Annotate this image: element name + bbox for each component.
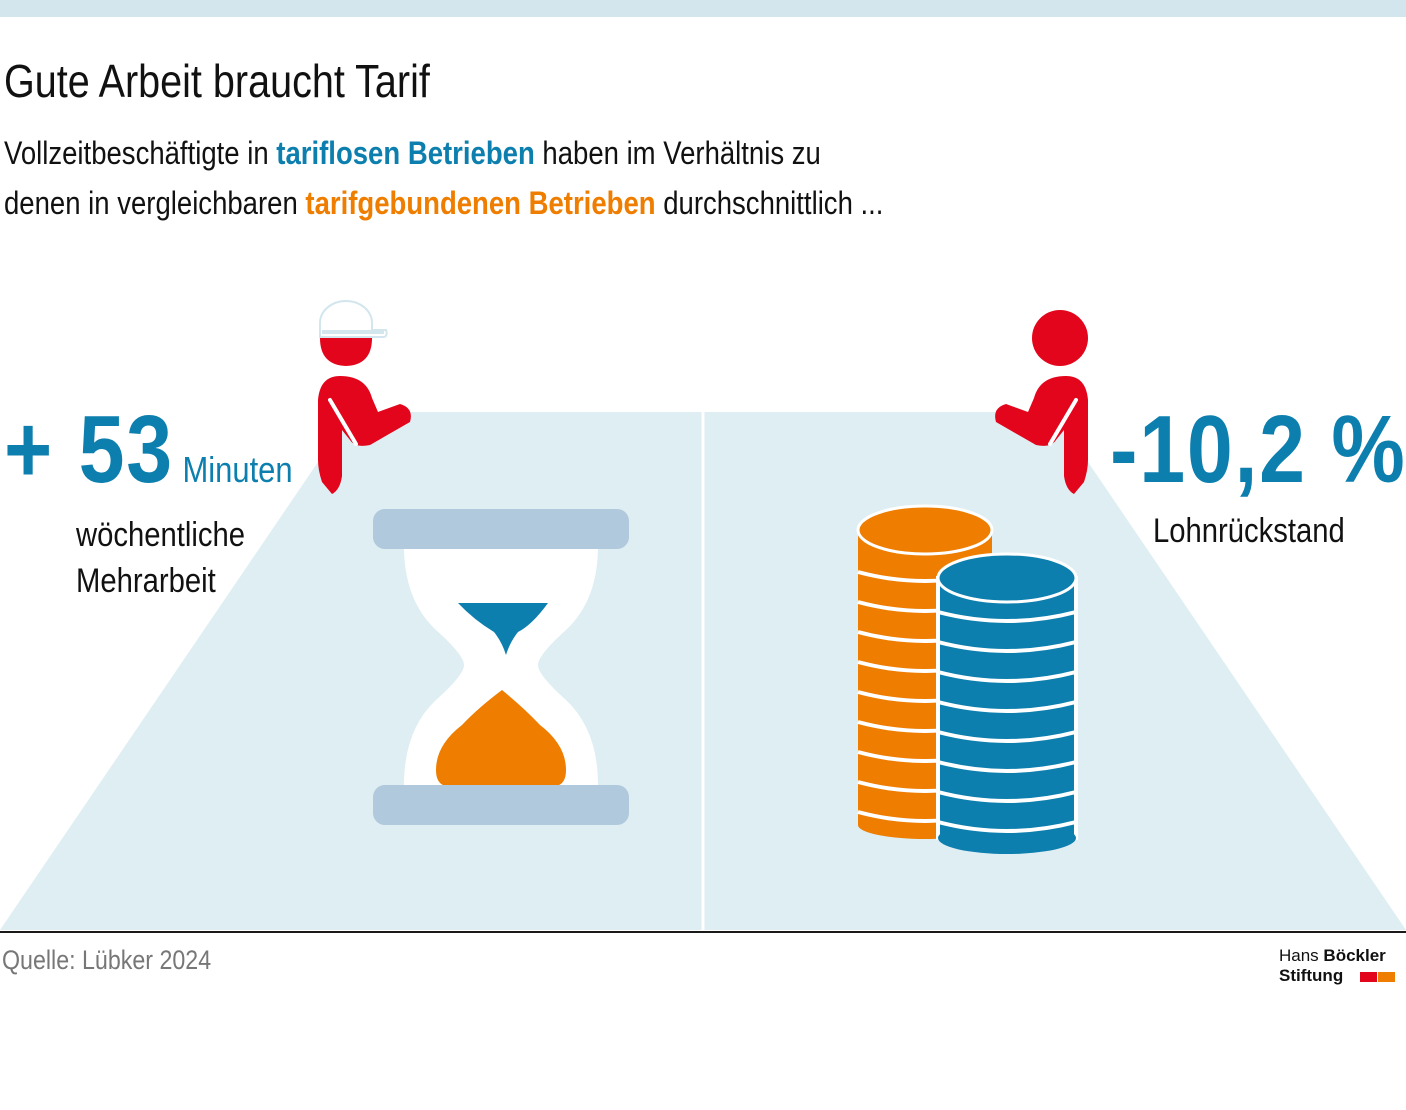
logo-line2: Stiftung [1279,966,1344,985]
subtitle-part: haben im Verhältnis zu [534,135,821,171]
stat-overtime-value: + 53 [4,396,174,503]
page-title: Gute Arbeit braucht Tarif [4,55,430,107]
worker-with-cap-icon [318,300,411,494]
hourglass-icon [373,509,629,825]
stat-overtime-label-line: Mehrarbeit [76,562,216,600]
logo-text-bold: Böckler [1323,946,1386,965]
stat-wage-gap-value: -10,2 % [1110,396,1406,503]
logo-text-regular: Hans [1279,946,1324,965]
footer-rule [0,931,1406,933]
stat-overtime-label-line: wöchentliche [76,516,246,554]
hans-boeckler-logo: Hans Böckler Stiftung [1279,946,1403,990]
subtitle-part: denen in vergleichbaren [4,185,306,221]
logo-red-bar [1360,972,1377,982]
blue-coin-stack [936,552,1078,854]
subtitle-highlight-tarifgebunden: tarifgebundenen Betrieben [305,185,656,221]
logo-line1: Hans Böckler [1279,946,1386,966]
subtitle-part: durchschnittlich ... [655,185,884,221]
stat-wage-gap-label: Lohnrückstand [1153,512,1345,550]
source-note: Quelle: Lübker 2024 [2,945,212,975]
stat-overtime-unit: Minuten [182,449,293,490]
top-band [0,0,1406,17]
logo-orange-bar [1378,972,1395,982]
stat-overtime-label: wöchentliche Mehrarbeit [76,512,245,604]
person-icon [995,310,1088,494]
coin-stack-icon [856,504,1078,854]
subtitle: Vollzeitbeschäftigte in tariflosen Betri… [4,128,883,228]
stat-wage-gap: -10,2 % [1110,398,1406,502]
subtitle-highlight-tariflos: tariflosen Betrieben [276,135,535,171]
subtitle-part: Vollzeitbeschäftigte in [4,135,277,171]
stat-overtime: + 53 Minuten [4,398,293,502]
